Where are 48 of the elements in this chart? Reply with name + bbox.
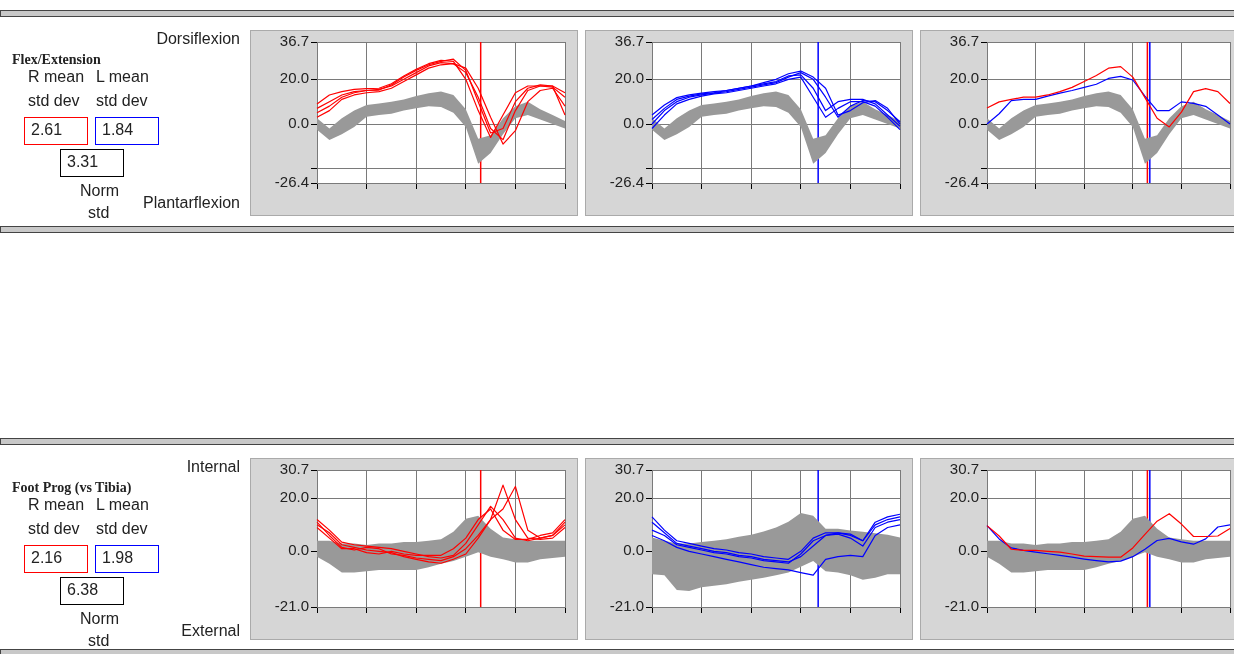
text: std: [88, 204, 110, 222]
text: 6.38: [60, 577, 124, 605]
text: External: [181, 622, 240, 640]
text: R mean: [28, 496, 85, 514]
text: Flex/Extension: [12, 52, 101, 68]
y-tick-label: 0.0: [958, 114, 979, 132]
y-tick-label: 0.0: [623, 541, 644, 559]
text: 3.31: [60, 149, 124, 177]
text: Dorsiflexion: [156, 30, 240, 48]
y-tick-label: -26.4: [274, 173, 309, 191]
text: Foot Prog (vs Tibia): [12, 480, 132, 496]
y-tick-label: 0.0: [958, 541, 979, 559]
text: 2.61: [24, 117, 88, 145]
text: Plantarflexion: [143, 194, 240, 212]
y-tick-label: -21.0: [609, 597, 644, 615]
text: std dev: [96, 520, 148, 538]
y-tick-label: 20.0: [614, 69, 644, 87]
text: 2.16: [24, 545, 88, 573]
y-tick-label: 20.0: [949, 69, 979, 87]
y-tick-label: -21.0: [944, 597, 979, 615]
y-tick-label: -26.4: [944, 173, 979, 191]
y-tick-label: 20.0: [614, 488, 644, 506]
text: std dev: [96, 92, 148, 110]
y-tick-label: 0.0: [288, 114, 309, 132]
y-tick-label: -21.0: [274, 597, 309, 615]
text: L mean: [96, 68, 149, 86]
text: Norm: [80, 182, 120, 200]
y-tick-label: 20.0: [279, 69, 309, 87]
y-tick-label: 36.7: [614, 32, 644, 50]
text: std: [88, 632, 110, 650]
y-tick-label: 36.7: [279, 32, 309, 50]
y-tick-label: 36.7: [949, 32, 979, 50]
y-tick-label: 30.7: [279, 460, 309, 478]
text: std dev: [28, 520, 80, 538]
y-tick-label: 20.0: [279, 488, 309, 506]
text: Norm: [80, 610, 120, 628]
y-tick-label: 20.0: [949, 488, 979, 506]
y-tick-label: 0.0: [288, 541, 309, 559]
y-tick-label: 0.0: [623, 114, 644, 132]
y-tick-label: 30.7: [949, 460, 979, 478]
text: 1.84: [95, 117, 159, 145]
y-tick-label: 30.7: [614, 460, 644, 478]
text: Internal: [186, 458, 240, 476]
text: std dev: [28, 92, 80, 110]
text: 1.98: [95, 545, 159, 573]
y-tick-label: -26.4: [609, 173, 644, 191]
text: L mean: [96, 496, 149, 514]
text: R mean: [28, 68, 85, 86]
